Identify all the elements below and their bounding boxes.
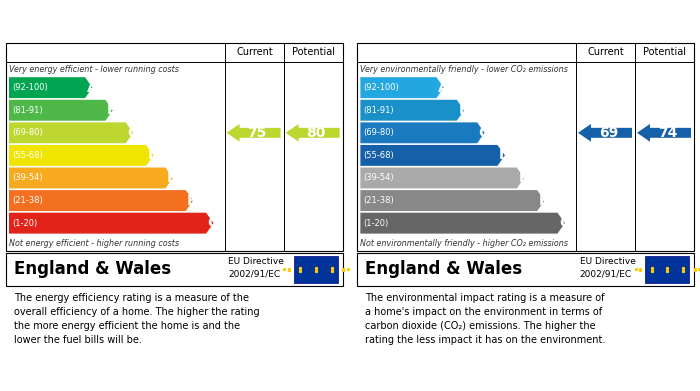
Text: (55-68): (55-68) bbox=[364, 151, 395, 160]
Text: E: E bbox=[167, 171, 176, 185]
Text: G: G bbox=[559, 216, 570, 230]
Polygon shape bbox=[9, 190, 193, 211]
Text: Environmental Impact (CO₂) Rating: Environmental Impact (CO₂) Rating bbox=[365, 20, 628, 33]
Text: Potential: Potential bbox=[292, 47, 335, 57]
Text: (39-54): (39-54) bbox=[364, 174, 394, 183]
Text: Not energy efficient - higher running costs: Not energy efficient - higher running co… bbox=[9, 239, 179, 248]
Text: F: F bbox=[538, 194, 548, 208]
Text: The environmental impact rating is a measure of
a home's impact on the environme: The environmental impact rating is a mea… bbox=[365, 293, 606, 345]
Bar bbox=[294, 255, 338, 283]
Text: The energy efficiency rating is a measure of the
overall efficiency of a home. T: The energy efficiency rating is a measur… bbox=[14, 293, 260, 345]
Polygon shape bbox=[9, 100, 113, 121]
Polygon shape bbox=[360, 145, 505, 166]
Text: (1-20): (1-20) bbox=[13, 219, 38, 228]
Text: A: A bbox=[438, 81, 449, 95]
Polygon shape bbox=[360, 122, 484, 143]
Polygon shape bbox=[286, 124, 340, 142]
Text: (69-80): (69-80) bbox=[13, 128, 43, 137]
Text: C: C bbox=[479, 126, 489, 140]
Text: EU Directive
2002/91/EC: EU Directive 2002/91/EC bbox=[228, 257, 284, 278]
Text: 75: 75 bbox=[247, 126, 267, 140]
Polygon shape bbox=[360, 190, 545, 211]
Text: Not environmentally friendly - higher CO₂ emissions: Not environmentally friendly - higher CO… bbox=[360, 239, 568, 248]
Text: (21-38): (21-38) bbox=[13, 196, 43, 205]
Text: (1-20): (1-20) bbox=[364, 219, 389, 228]
Polygon shape bbox=[637, 124, 691, 142]
Text: D: D bbox=[148, 149, 159, 162]
Text: C: C bbox=[127, 126, 137, 140]
Polygon shape bbox=[227, 124, 281, 142]
Polygon shape bbox=[360, 100, 464, 121]
Polygon shape bbox=[360, 213, 565, 233]
Text: (92-100): (92-100) bbox=[13, 83, 48, 92]
Bar bbox=[645, 255, 689, 283]
Polygon shape bbox=[360, 77, 444, 98]
Polygon shape bbox=[9, 77, 92, 98]
Text: (69-80): (69-80) bbox=[364, 128, 395, 137]
Text: (55-68): (55-68) bbox=[13, 151, 43, 160]
Text: B: B bbox=[107, 103, 118, 117]
Text: B: B bbox=[458, 103, 469, 117]
Polygon shape bbox=[9, 213, 213, 233]
Polygon shape bbox=[578, 124, 632, 142]
Text: 74: 74 bbox=[658, 126, 677, 140]
Polygon shape bbox=[360, 167, 524, 188]
Text: E: E bbox=[518, 171, 528, 185]
Text: Energy Efficiency Rating: Energy Efficiency Rating bbox=[14, 20, 197, 33]
Text: Current: Current bbox=[236, 47, 273, 57]
Polygon shape bbox=[9, 167, 173, 188]
Text: 69: 69 bbox=[598, 126, 618, 140]
Text: EU Directive
2002/91/EC: EU Directive 2002/91/EC bbox=[580, 257, 636, 278]
Text: England & Wales: England & Wales bbox=[14, 260, 172, 278]
Text: G: G bbox=[208, 216, 219, 230]
Text: Current: Current bbox=[587, 47, 624, 57]
Text: 80: 80 bbox=[307, 126, 326, 140]
Text: (21-38): (21-38) bbox=[364, 196, 395, 205]
Text: Very energy efficient - lower running costs: Very energy efficient - lower running co… bbox=[9, 65, 178, 74]
Text: F: F bbox=[187, 194, 197, 208]
Text: A: A bbox=[87, 81, 97, 95]
Text: (92-100): (92-100) bbox=[364, 83, 400, 92]
Polygon shape bbox=[9, 122, 133, 143]
Text: (39-54): (39-54) bbox=[13, 174, 43, 183]
Polygon shape bbox=[9, 145, 153, 166]
Text: Very environmentally friendly - lower CO₂ emissions: Very environmentally friendly - lower CO… bbox=[360, 65, 568, 74]
Text: D: D bbox=[499, 149, 510, 162]
Text: England & Wales: England & Wales bbox=[365, 260, 523, 278]
Text: Potential: Potential bbox=[643, 47, 687, 57]
Text: (81-91): (81-91) bbox=[13, 106, 43, 115]
Text: (81-91): (81-91) bbox=[364, 106, 394, 115]
